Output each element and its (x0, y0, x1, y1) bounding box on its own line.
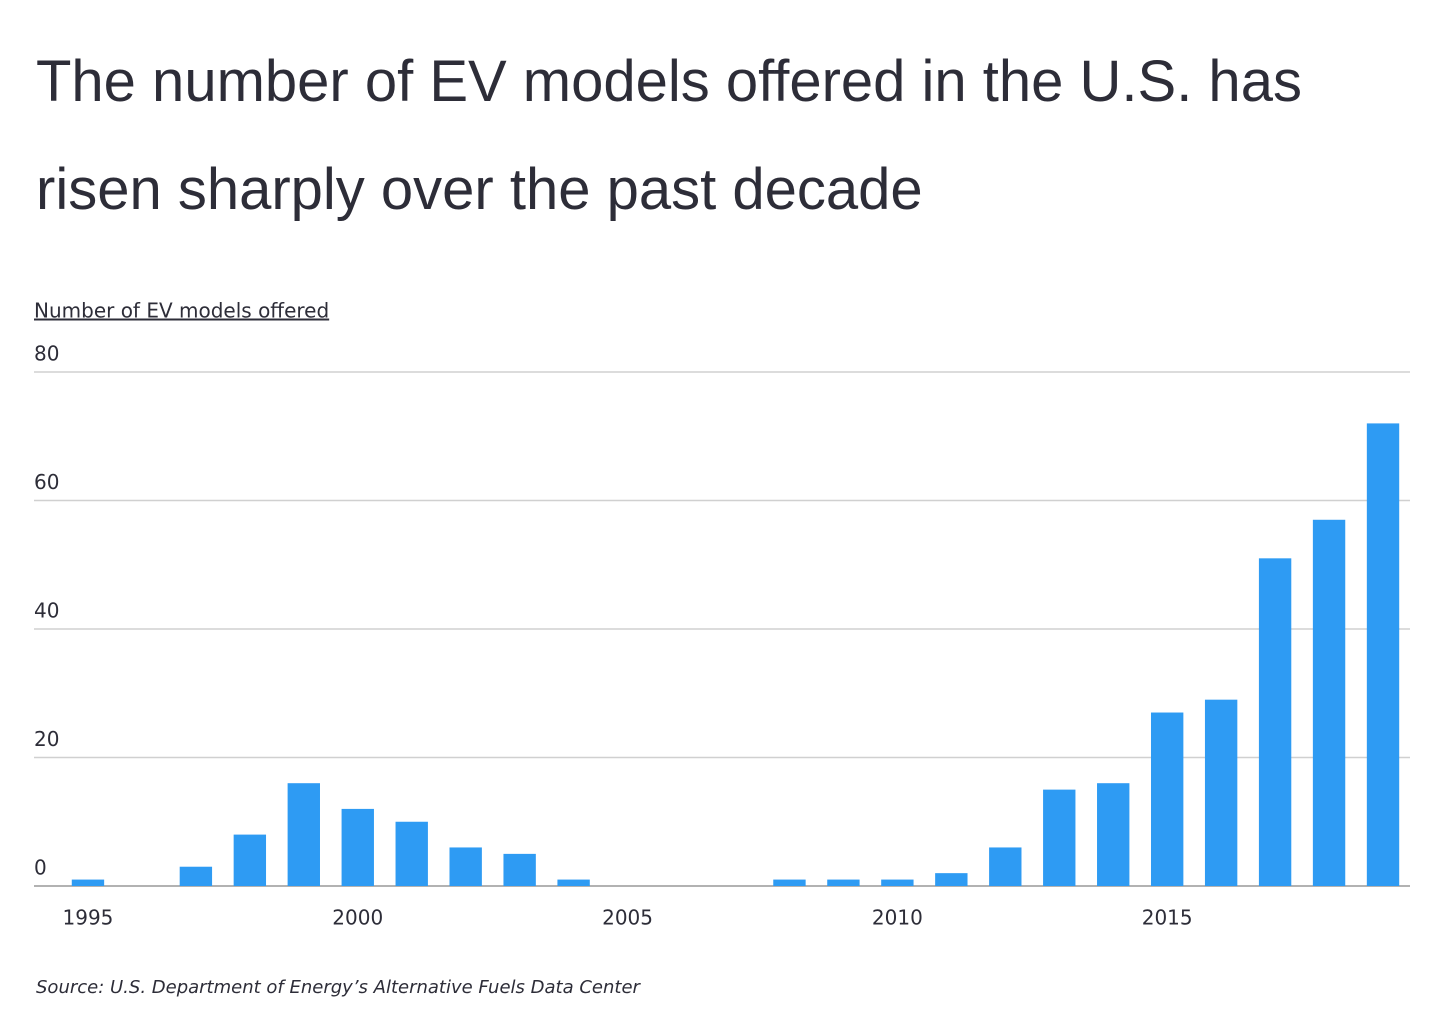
bar (1258, 558, 1292, 886)
x-tick-label: 2005 (602, 906, 653, 930)
bar (881, 879, 914, 886)
bar (1312, 519, 1346, 886)
y-tick-label: 20 (34, 727, 59, 751)
x-tick-label: 2000 (332, 906, 383, 930)
source: Source: U.S. Department of Energy’s Alte… (36, 977, 642, 998)
bar (827, 879, 860, 886)
y-tick-label: 80 (34, 342, 59, 366)
bar (1043, 789, 1076, 886)
bar (287, 783, 320, 886)
x-tick-label: 2010 (872, 906, 923, 930)
bar (989, 847, 1022, 886)
bar (503, 853, 536, 886)
x-tick-label: 1995 (63, 906, 114, 930)
bar (233, 834, 267, 886)
y-tick-label: 40 (34, 599, 59, 623)
bar (179, 866, 213, 886)
bar (1366, 423, 1400, 886)
bar (1204, 699, 1238, 886)
bar (1150, 712, 1184, 886)
bar (1097, 783, 1130, 886)
x-tick-label: 2015 (1142, 906, 1193, 930)
bar (341, 808, 374, 886)
bar (449, 847, 482, 886)
y-tick-label: 0 (34, 856, 47, 880)
bar (395, 821, 428, 886)
chart-title: The number of EV models offered in the U… (36, 49, 1302, 222)
bar (935, 873, 968, 886)
bar (773, 879, 806, 886)
y-tick-label: 60 (34, 470, 59, 494)
y-axis-label: Number of EV models offered (34, 299, 329, 323)
bar (557, 879, 590, 886)
bar (71, 879, 105, 886)
